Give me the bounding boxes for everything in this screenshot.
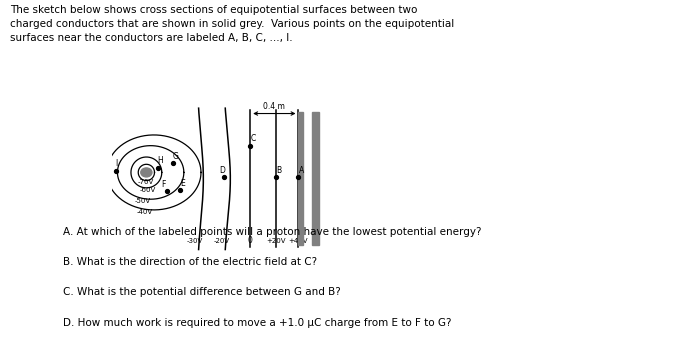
Text: D. How much work is required to move a +1.0 μC charge from E to F to G?: D. How much work is required to move a +… [63,318,452,328]
Text: G: G [172,152,178,161]
Text: +40V: +40V [289,238,309,244]
Bar [298,112,303,245]
Text: -70V: -70V [138,180,154,185]
Text: H: H [157,156,163,165]
Text: +20V: +20V [266,238,285,244]
Text: C. What is the potential difference between G and B?: C. What is the potential difference betw… [63,287,341,297]
Text: D: D [219,166,225,175]
Text: F: F [162,180,166,189]
Ellipse shape [141,168,152,177]
Text: -50V: -50V [135,198,151,204]
Text: -60V: -60V [140,187,156,193]
Text: A: A [299,166,304,175]
Text: The sketch below shows cross sections of equipotential surfaces between two
char: The sketch below shows cross sections of… [10,5,454,42]
Text: C: C [250,134,255,144]
Text: 0.4 m: 0.4 m [263,102,285,111]
Text: -20V: -20V [214,238,230,244]
Text: I: I [115,159,117,168]
Bar [312,112,319,245]
Text: -30V: -30V [187,238,203,244]
Text: E: E [180,179,185,188]
Text: -40V: -40V [136,209,152,215]
Text: B. What is the direction of the electric field at C?: B. What is the direction of the electric… [63,257,317,267]
Text: 0: 0 [248,236,253,245]
Text: B: B [276,166,281,175]
Text: A. At which of the labeled points will a proton have the lowest potential energy: A. At which of the labeled points will a… [63,227,482,237]
